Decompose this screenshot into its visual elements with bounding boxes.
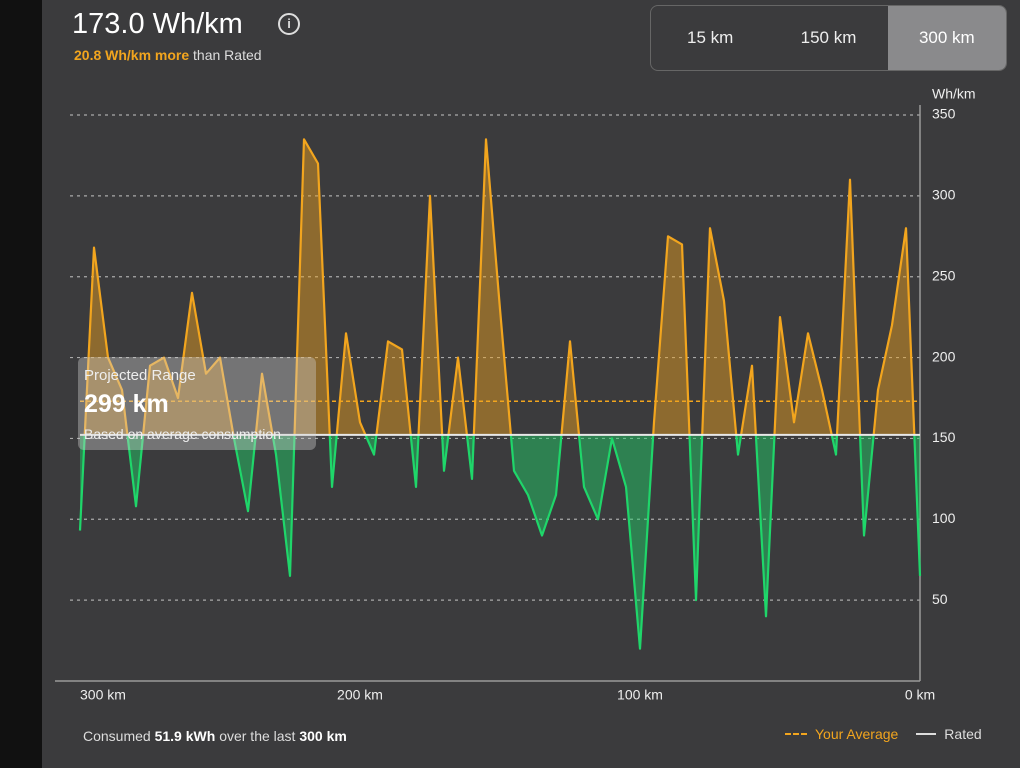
footer-distance: 300 km <box>299 728 347 744</box>
x-tick-label: 100 km <box>617 687 663 703</box>
y-tick-label: 350 <box>932 106 956 122</box>
title: 173.0 Wh/km <box>72 8 243 40</box>
pr-note: Based on average consumption <box>84 426 281 442</box>
info-icon[interactable]: i <box>278 13 300 35</box>
area-below <box>80 434 920 649</box>
y-tick-label: 300 <box>932 187 956 203</box>
y-tick-label: 150 <box>932 429 956 445</box>
y-tick-label: 200 <box>932 348 956 364</box>
subtitle: 20.8 Wh/km more than Rated <box>74 47 262 63</box>
area-above <box>84 139 915 435</box>
legend-average: Your Average <box>815 726 899 742</box>
legend-rated: Rated <box>944 726 982 742</box>
line-above <box>83 138 916 435</box>
y-tick-label: 50 <box>932 591 948 607</box>
y-tick-label: 250 <box>932 267 956 283</box>
footer-middle: over the last <box>219 728 296 744</box>
tab[interactable]: 300 km <box>887 6 1006 70</box>
footer: Consumed 51.9 kWh over the last 300 km <box>83 728 347 744</box>
projected-range: Projected Range 299 km Based on average … <box>78 357 316 450</box>
pr-value: 299 km <box>84 390 169 418</box>
legend-swatch <box>916 733 937 735</box>
delta: 20.8 Wh/km more <box>74 47 190 63</box>
legend: Your Average Rated <box>785 726 982 742</box>
tab[interactable]: 150 km <box>800 28 857 47</box>
delta-suffix: than Rated <box>193 47 262 63</box>
y-tick-label: 100 <box>932 510 956 526</box>
footer-energy: 51.9 kWh <box>154 728 216 744</box>
y-axis-title: Wh/km <box>932 86 976 102</box>
x-tick-label: 0 km <box>905 687 935 703</box>
x-tick-label: 200 km <box>337 687 383 703</box>
tab[interactable]: 15 km <box>687 28 734 47</box>
pr-label: Projected Range <box>84 367 196 384</box>
footer-prefix: Consumed <box>83 728 151 744</box>
tabs: 15 km 150 km 300 km <box>650 5 1007 71</box>
x-tick-label: 300 km <box>80 687 126 703</box>
legend-swatch <box>785 733 807 735</box>
